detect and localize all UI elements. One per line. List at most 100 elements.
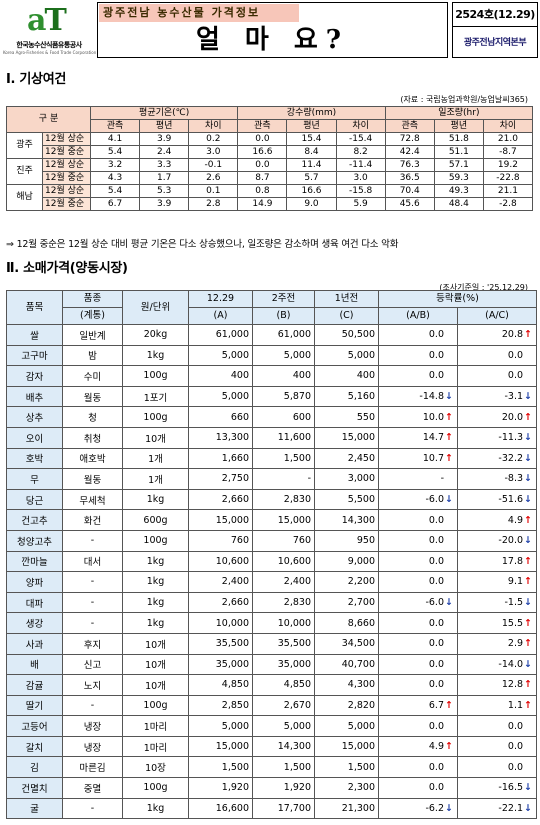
regional-office: 광주전남지역본부 [463,38,527,48]
rate-ac-value: 0.0 [507,761,524,773]
price-one-year: 34,500 [314,632,379,655]
item-name: 고구마 [6,344,63,367]
rate-ac-value: -20.0 [498,535,524,547]
price-two-weeks: 11,600 [252,426,315,449]
table-row: 고등어 냉장 1마리 5,000 5,000 5,000 0.0 0.0 [6,715,538,737]
rate-ac-cell: 0.0 [456,715,538,737]
item-unit: 10개 [122,426,189,449]
table-row: 쌀 일반계 20kg 61,000 61,000 50,500 0.0 20.8↑ [6,324,538,346]
weather-value: 42.4 [384,145,435,159]
weather-value: 0.1 [188,184,239,198]
table-row: 상추 청 100g 660 600 550 10.0↑ 20.0↑ [6,406,538,428]
weather-value: 70.4 [384,184,435,198]
weather-value: 2.4 [139,145,190,159]
rate-ac-cell: 9.1↑ [456,571,538,593]
document-header: aT 한국농수산식품유통공사 Korea Agro-Fisheries & Fo… [3,2,538,58]
price-two-weeks: 2,670 [252,694,315,717]
item-name: 배 [6,653,63,676]
rate-ab-cell: 14.7↑ [378,426,458,449]
price-current: 16,600 [188,797,253,820]
price-two-weeks: 61,000 [252,324,315,346]
item-variety: 청 [62,406,123,428]
item-variety: - [62,529,123,552]
weather-value: 0.8 [237,184,288,198]
item-name: 호박 [6,447,63,470]
arrow-up-icon: ↑ [445,699,453,711]
table-row: 대파 -1kg 2,660 2,830 2,700 -6.0↓ -1.5↓ [6,591,538,614]
at-logo: aT 한국농수산식품유통공사 Korea Agro-Fisheries & Fo… [3,2,96,58]
weather-subheader: 차이 [188,119,239,133]
weather-value: 36.5 [384,171,435,185]
weather-header-category: 구 분 [5,106,92,133]
price-current: 400 [188,365,253,387]
item-name: 청양고추 [6,529,63,552]
item-variety: - [62,694,123,717]
price-two-weeks: 2,830 [252,488,315,511]
item-variety: 중멸 [62,777,123,799]
weather-value: 45.6 [384,197,435,211]
item-name: 감귤 [6,674,63,696]
price-one-year: 950 [314,529,379,552]
weather-value: -11.4 [335,158,386,172]
price-one-year: 4,300 [314,674,379,696]
rate-ac-value: 20.0 [501,411,524,423]
item-name: 건멸치 [6,777,63,799]
rate-ab-value: -14.8 [419,391,444,403]
rate-ab-cell: -6.0↓ [378,488,458,511]
item-name: 대파 [6,591,63,614]
item-name: 감자 [6,365,63,387]
item-variety: 신고 [62,653,123,676]
weather-value: 16.6 [237,145,288,159]
price-two-weeks: 5,000 [252,344,315,367]
rate-ac-value: -3.1 [504,391,524,403]
rate-ab-cell: -6.0↓ [378,591,458,614]
logo-mark: aT [27,3,67,38]
col-two-weeks: 2주전 [252,290,315,308]
weather-row: 12월 중순 4.3 1.7 2.6 8.7 5.7 3.0 36.5 59.3 -22.8 [7,171,534,185]
weather-value: -22.8 [482,171,534,185]
rate-ab-value: 0.0 [428,576,444,588]
rate-ac-cell: 4.9↑ [456,509,538,531]
weather-value: 5.4 [90,145,141,159]
price-one-year: 2,450 [314,447,379,470]
price-two-weeks: - [252,468,315,490]
price-one-year: 2,200 [314,571,379,593]
price-current: 61,000 [188,324,253,346]
item-variety: - [62,797,123,820]
item-name: 양파 [6,571,63,593]
period-label: 12월 상순 [41,132,92,146]
rate-ab-cell: 0.0 [378,632,458,655]
item-unit: 1마리 [122,735,189,758]
section-retail-heading: Ⅱ. 소매가격(양동시장) [6,261,128,276]
price-current: 2,750 [188,468,253,490]
item-unit: 1kg [122,591,189,614]
weather-subheader: 관측 [90,119,141,133]
region-name: 진주 [6,158,43,185]
weather-value: 6.7 [90,197,141,211]
arrow-down-icon: ↓ [524,473,532,485]
rate-ab-cell: 10.7↑ [378,447,458,470]
rate-ab-value: 0.0 [428,679,444,691]
price-one-year: 15,000 [314,735,379,758]
weather-value: 59.3 [433,171,484,185]
table-row: 감귤 노지 10개 4,850 4,850 4,300 0.0 12.8↑ [6,674,538,696]
item-name: 김 [6,756,63,779]
weather-value: -8.7 [482,145,534,159]
rate-ac-value: 0.0 [507,349,524,361]
rate-ac-value: -22.1 [498,802,524,814]
retail-table-body: 쌀 일반계 20kg 61,000 61,000 50,500 0.0 20.8↑ 고구마 밤 1k… [6,324,538,820]
price-one-year: 50,500 [314,324,379,346]
item-name: 배추 [6,385,63,408]
rate-ab-cell: 0.0 [378,509,458,531]
retail-price-table: 품목 품종 원/단위 12.29 2주전 1년전 등락률(%) (계통) (A)… [6,290,538,820]
rate-ab-cell: - [378,468,458,490]
price-one-year: 1,500 [314,756,379,779]
col-variety: 품종 [62,290,123,308]
table-row: 갈치 냉장 1마리 15,000 14,300 15,000 4.9↑ 0.0 [6,735,538,758]
weather-value: 0.0 [237,158,288,172]
price-two-weeks: 400 [252,365,315,387]
weather-subheader: 관측 [384,119,435,133]
weather-subheader: 평년 [433,119,484,133]
weather-value: 3.0 [188,145,239,159]
weather-value: 3.9 [139,132,190,146]
